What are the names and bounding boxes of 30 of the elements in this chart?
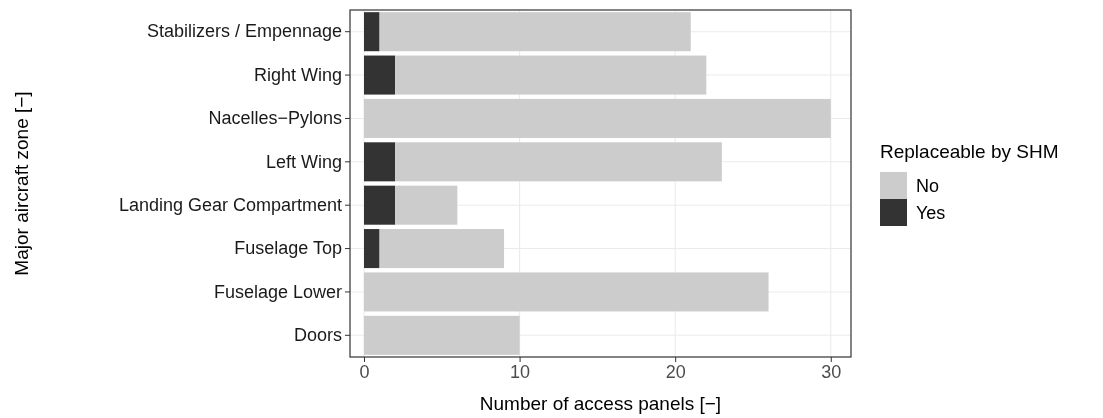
- y-tick-label: Right Wing: [253, 64, 342, 85]
- y-tick-label: Stabilizers / Empennage: [146, 21, 342, 42]
- y-axis-title: Major aircraft zone [−]: [11, 91, 32, 276]
- legend-label: Yes: [916, 203, 946, 223]
- bar: [395, 55, 707, 95]
- bar: [364, 12, 380, 52]
- y-tick-label: Nacelles−Pylons: [208, 108, 342, 129]
- bar: [379, 229, 505, 269]
- y-tick-label: Doors: [293, 325, 342, 346]
- bar: [364, 98, 831, 138]
- bar: [364, 229, 380, 269]
- x-tick-label: 20: [665, 361, 686, 382]
- x-tick-label: 0: [359, 361, 370, 382]
- bar: [395, 142, 722, 182]
- bar: [364, 142, 396, 182]
- bar: [395, 185, 458, 225]
- bar: [364, 55, 396, 95]
- bar: [379, 12, 691, 52]
- y-tick-label: Fuselage Lower: [213, 281, 342, 302]
- bar: [364, 185, 396, 225]
- x-tick-label: 30: [821, 361, 842, 382]
- legend-label: No: [916, 176, 940, 196]
- x-tick-label: 10: [510, 361, 531, 382]
- y-tick-label: Fuselage Top: [234, 238, 342, 259]
- y-tick-label: Landing Gear Compartment: [118, 194, 342, 215]
- bar: [364, 272, 769, 312]
- bar: [364, 315, 520, 355]
- x-axis-title: Number of access panels [−]: [479, 393, 722, 414]
- legend-title: Replaceable by SHM: [880, 141, 1059, 162]
- y-tick-label: Left Wing: [265, 151, 342, 172]
